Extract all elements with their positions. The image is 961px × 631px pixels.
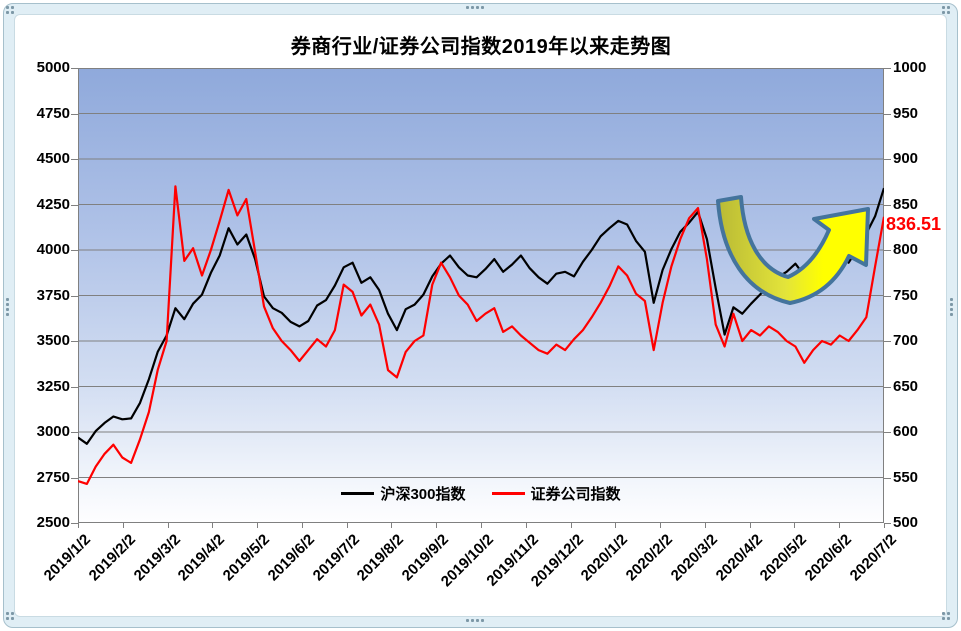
legend-item-broker[interactable]: 证券公司指数 <box>491 483 621 504</box>
axis-tick-label: 4000 <box>36 241 70 258</box>
axis-tick-label: 700 <box>893 332 919 349</box>
axis-tick-label: 4250 <box>36 195 70 213</box>
axis-tick-label: 3500 <box>36 332 70 349</box>
legend-label-broker: 证券公司指数 <box>530 486 621 503</box>
broker-line-swatch <box>491 492 525 495</box>
series-line-broker[interactable] <box>78 185 884 485</box>
axis-tick-label: 900 <box>893 150 919 167</box>
axis-tick-label: 3000 <box>36 423 70 440</box>
axis-tick-label: 4750 <box>36 104 70 122</box>
legend-label-hs300: 沪深300指数 <box>380 486 466 503</box>
series-line-hs300[interactable] <box>78 187 884 445</box>
axis-tick-label: 850 <box>893 195 919 213</box>
resize-handle-right[interactable] <box>946 298 958 316</box>
resize-handle-top[interactable] <box>466 2 484 14</box>
axis-tick-label: 3750 <box>36 286 70 304</box>
series-plot[interactable] <box>78 68 884 523</box>
axis-tick-label: 650 <box>893 377 919 395</box>
axis-tick-label: 550 <box>893 468 919 486</box>
legend-item-hs300[interactable]: 沪深300指数 <box>341 483 466 504</box>
axis-tick-label: 2750 <box>36 468 70 486</box>
chart-title[interactable]: 券商行业/证券公司指数2019年以来走势图 <box>290 36 672 58</box>
rebound-arrow-annotation[interactable] <box>708 193 885 318</box>
resize-handle-top-left[interactable] <box>6 6 18 18</box>
axis-tick-label: 750 <box>893 286 919 304</box>
legend[interactable]: 沪深300指数 证券公司指数 <box>78 483 884 504</box>
axis-tick-label: 2500 <box>36 514 70 531</box>
axis-tick-label: 800 <box>893 241 919 258</box>
resize-handle-top-right[interactable] <box>942 6 954 18</box>
last-value-data-label[interactable]: 836.51 <box>886 214 942 234</box>
axis-tick-label: 600 <box>893 423 919 440</box>
axis-tick-label: 4500 <box>36 150 70 167</box>
resize-handle-bottom-right[interactable] <box>942 612 954 624</box>
resize-handle-bottom-left[interactable] <box>6 612 18 624</box>
axis-tick-label: 5000 <box>36 59 70 76</box>
resize-handle-left[interactable] <box>2 298 14 316</box>
axis-tick-label: 950 <box>893 104 919 122</box>
hs300-line-swatch <box>341 492 375 495</box>
axis-tick-label: 500 <box>893 514 919 531</box>
arrow-shape[interactable] <box>716 195 870 305</box>
axis-tick-label: 1000 <box>893 59 927 76</box>
resize-handle-bottom[interactable] <box>466 615 484 627</box>
axis-tick-label: 3250 <box>36 377 70 395</box>
plot-border <box>78 68 884 523</box>
